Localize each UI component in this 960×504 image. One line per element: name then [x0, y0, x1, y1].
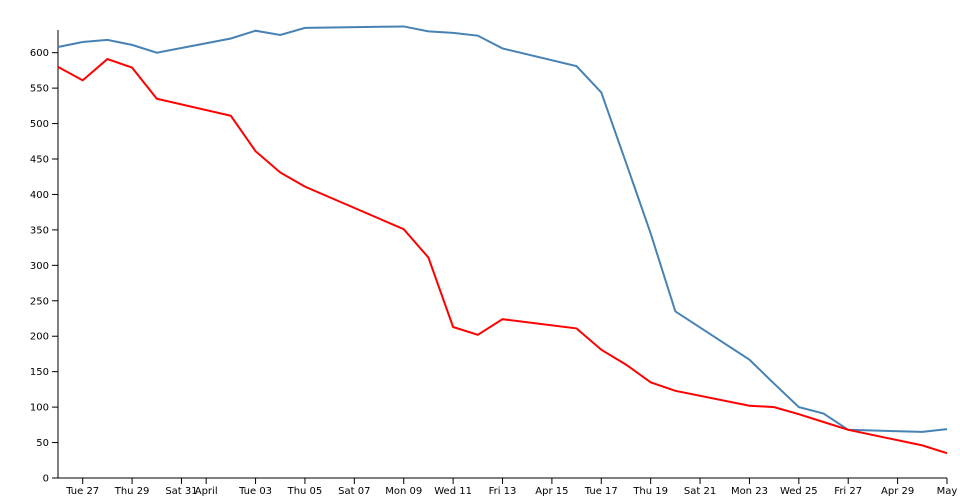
x-tick-label: Wed 25	[780, 486, 818, 497]
y-tick-label: 500	[30, 119, 49, 130]
x-tick-label: Thu 29	[114, 486, 150, 497]
x-tick-label: Tue 27	[65, 486, 99, 497]
y-tick-label: 200	[30, 332, 49, 343]
series-line	[57, 57, 948, 455]
y-tick-label: 300	[30, 261, 49, 272]
x-tick-label: Thu 05	[287, 486, 323, 497]
y-tick-label: 0	[43, 474, 49, 485]
y-tick-label: 400	[30, 190, 49, 201]
y-tick-label: 600	[30, 48, 49, 59]
y-tick-label: 450	[30, 155, 49, 166]
x-tick-label: May	[937, 486, 958, 497]
x-tick-label: Mon 23	[731, 486, 768, 497]
y-tick-label: 150	[30, 367, 49, 378]
x-tick-label: Thu 19	[632, 486, 668, 497]
x-tick-label: Fri 27	[834, 486, 862, 497]
x-tick-label: Mon 09	[385, 486, 422, 497]
x-tick-label: Apr 29	[881, 486, 914, 497]
x-tick-label: Fri 13	[489, 486, 517, 497]
x-tick-label: Wed 11	[434, 486, 472, 497]
x-tick-label: Sat 31	[165, 486, 197, 497]
x-tick-label: Tue 03	[238, 486, 272, 497]
series-line	[57, 25, 948, 433]
x-tick-label: Sat 21	[684, 486, 716, 497]
y-tick-label: 550	[30, 84, 49, 95]
x-tick-label: Apr 15	[535, 486, 568, 497]
y-tick-label: 350	[30, 225, 49, 236]
y-tick-label: 100	[30, 403, 49, 414]
x-tick-label: April	[195, 486, 218, 497]
y-tick-label: 50	[36, 438, 49, 449]
x-tick-label: Sat 07	[338, 486, 370, 497]
y-tick-label: 250	[30, 296, 49, 307]
x-tick-label: Tue 17	[584, 486, 618, 497]
